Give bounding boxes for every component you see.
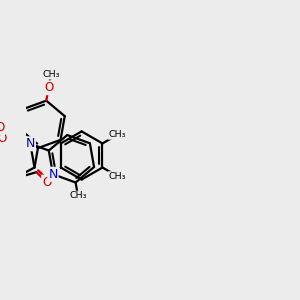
Text: O: O xyxy=(0,132,6,145)
Text: N: N xyxy=(48,168,58,181)
Text: N: N xyxy=(26,137,35,150)
Text: CH₃: CH₃ xyxy=(108,172,126,181)
Text: CH₃: CH₃ xyxy=(42,70,60,79)
Text: CH₃: CH₃ xyxy=(69,191,87,200)
Text: CH₃: CH₃ xyxy=(108,130,126,139)
Text: O: O xyxy=(42,176,51,188)
Text: O: O xyxy=(44,81,53,94)
Text: O: O xyxy=(0,122,4,134)
